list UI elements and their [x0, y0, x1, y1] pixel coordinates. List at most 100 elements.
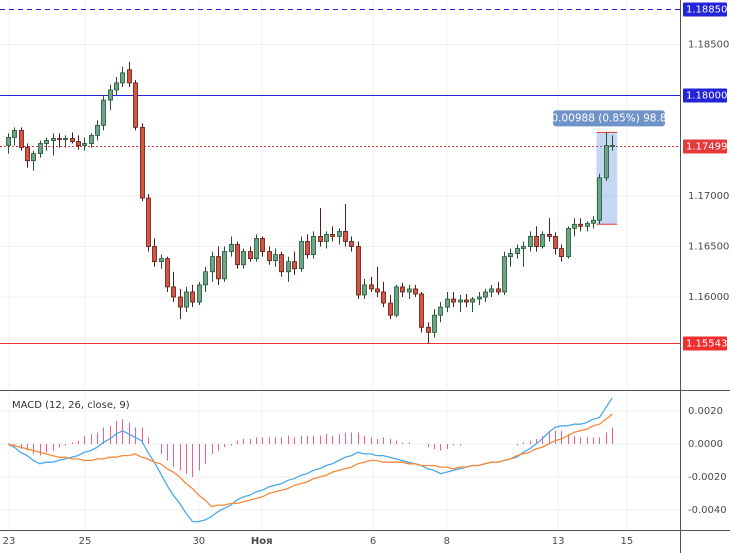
candle-body [362, 284, 367, 296]
candle-body [248, 251, 253, 260]
candle-body [114, 82, 119, 91]
candle-body [305, 241, 310, 255]
candle-body [318, 236, 323, 242]
candle-body [210, 256, 215, 273]
candle-body [349, 241, 354, 247]
candle-body [95, 124, 100, 136]
candle-body [82, 143, 87, 146]
candle-body [464, 299, 469, 303]
candle-body [19, 129, 24, 148]
candle-body [190, 291, 195, 303]
candle-body [610, 145, 615, 147]
y-tick-label: 0.0000 [688, 439, 723, 450]
candle-body [381, 291, 386, 304]
candle-body [604, 145, 609, 179]
candle-body [216, 256, 221, 280]
candle-body [445, 298, 450, 308]
y-tick-label: 1.18500 [688, 40, 729, 51]
candle-body [508, 253, 513, 258]
candle-body [184, 291, 189, 308]
candle-body [76, 141, 81, 146]
candle-body [146, 197, 151, 247]
candle-body [292, 261, 297, 270]
price-level-label: 1.17499 [686, 142, 727, 153]
candle-body [559, 248, 564, 258]
candle-body [254, 238, 259, 260]
price-level-box [683, 88, 727, 103]
candle-body [356, 246, 361, 296]
candle-body [483, 291, 488, 298]
candle-body [159, 258, 164, 263]
y-tick-label: 1.16500 [688, 242, 729, 253]
price-level-box [683, 2, 727, 17]
candle-body [375, 288, 380, 293]
candle-body [120, 72, 125, 84]
candle-body [413, 288, 418, 295]
candle-body [578, 223, 583, 227]
candle-body [140, 126, 145, 199]
axes: 1.18500 1.17000 1.16500 1.16000 1.18850 1.180… [3, 2, 729, 547]
candle-body [31, 153, 36, 162]
candle-body [44, 140, 49, 144]
candle-body [235, 244, 240, 266]
candle-body [165, 258, 170, 288]
candle-body [273, 254, 278, 262]
candle-body [311, 236, 316, 255]
candle-body [57, 138, 62, 140]
candle-body [127, 69, 132, 84]
candle-body [330, 233, 335, 237]
macd-title: MACD (12, 26, close, 9) [12, 400, 130, 411]
candle-body [572, 223, 577, 229]
candle-body [203, 271, 208, 286]
candle-body [502, 256, 507, 293]
x-tick-label: 23 [3, 536, 16, 547]
candle-body [597, 177, 602, 221]
candle-body [343, 230, 348, 242]
candle-body [451, 298, 456, 303]
candle-body [286, 261, 291, 273]
y-tick-label: 1.17000 [688, 191, 729, 202]
candle-body [12, 129, 17, 138]
candle-body [394, 286, 399, 316]
candle-body [438, 306, 443, 316]
candle-body [38, 143, 43, 155]
price-level-label: 1.18000 [686, 91, 727, 102]
price-level-label: 1.18850 [686, 5, 727, 16]
x-tick-label: Ноя [251, 536, 273, 547]
candle-body [324, 233, 329, 242]
macd-line [7, 413, 613, 508]
candle-body [477, 296, 482, 300]
price-pane: 0.00988 (0.85%) 98.8 [0, 0, 680, 388]
x-tick-label: 25 [79, 536, 92, 547]
candle-body [400, 286, 405, 293]
y-tick-label: 1.16000 [688, 292, 729, 303]
candle-body [591, 219, 596, 224]
candle-body [458, 299, 463, 303]
candle-body [521, 246, 526, 249]
candle-body [178, 296, 183, 308]
candle-body [222, 251, 227, 280]
candle-body [6, 137, 11, 146]
candle-body [279, 254, 284, 273]
candle-body [229, 244, 234, 252]
y-tick-label: -0.0040 [688, 505, 727, 516]
candle-body [388, 302, 393, 316]
candle-body [369, 284, 374, 290]
price-level-box [683, 139, 727, 154]
measure-label-box [553, 110, 665, 127]
candle-body [432, 314, 437, 333]
candle-body [496, 288, 501, 293]
y-tick-label: -0.0020 [688, 472, 727, 483]
price-level-box [683, 336, 727, 351]
candle-body [197, 284, 202, 303]
candle-body [152, 246, 157, 263]
candle-body [528, 236, 533, 247]
candle-body [553, 236, 558, 249]
candle-body [63, 138, 68, 140]
candle-body [260, 238, 265, 252]
candle-body [267, 251, 272, 262]
candle-body [547, 233, 552, 237]
y-tick-label: 0.0020 [688, 406, 723, 417]
